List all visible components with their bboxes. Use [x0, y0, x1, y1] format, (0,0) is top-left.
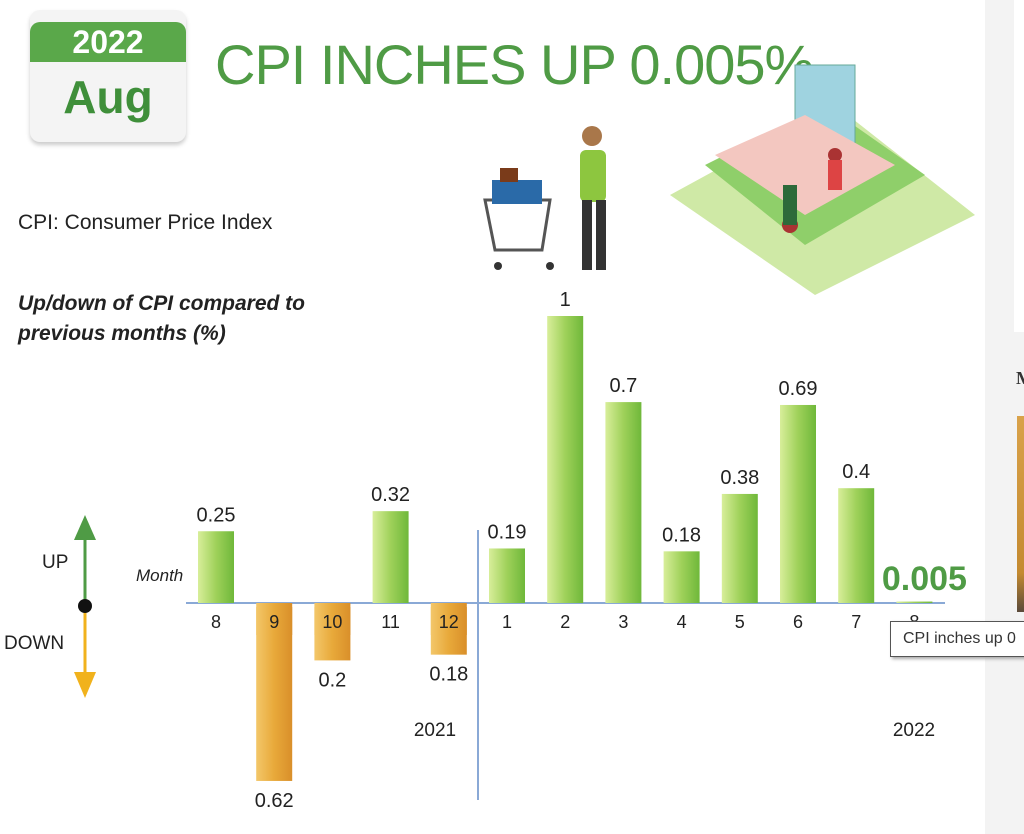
- tick-label: 9: [269, 612, 279, 632]
- year-label-2022: 2022: [893, 720, 935, 741]
- market-illustration: [670, 64, 975, 295]
- up-arrowhead-icon: [74, 515, 96, 540]
- tick-label: 12: [439, 612, 459, 632]
- sidebar-heading: M: [1016, 368, 1024, 389]
- tick-label: 1: [502, 612, 512, 632]
- chart-description: Up/down of CPI compared to previous mont…: [18, 292, 305, 345]
- month-axis-label: Month: [136, 566, 183, 585]
- data-label: 0.4: [842, 461, 870, 483]
- bar-10: [780, 404, 816, 603]
- shopper-illustration: [483, 126, 606, 270]
- data-label: 0.19: [488, 521, 527, 543]
- calendar-month: Aug: [63, 71, 153, 123]
- data-label: 0.38: [720, 467, 759, 489]
- data-label: 1: [560, 289, 571, 311]
- data-label: 0.7: [609, 375, 637, 397]
- subtitle: CPI: Consumer Price Index: [18, 211, 273, 234]
- year-label-2021: 2021: [414, 720, 456, 741]
- data-label: 0.69: [779, 378, 818, 400]
- bar-11: [838, 488, 875, 603]
- data-label-highlight: 0.005: [882, 560, 967, 598]
- tooltip: CPI inches up 0: [890, 621, 1024, 657]
- zero-dot: [78, 599, 92, 613]
- data-label: 0.25: [197, 504, 236, 526]
- bar-5: [489, 548, 525, 603]
- data-label: 0.18: [662, 524, 701, 546]
- tick-label: 7: [851, 612, 861, 632]
- data-label: 0.62: [255, 790, 294, 812]
- tick-highlight-1: [256, 607, 293, 635]
- sidebar-thumbnail[interactable]: [1017, 416, 1024, 612]
- page-title: CPI INCHES UP 0.005%: [215, 33, 814, 96]
- bar-9: [721, 493, 758, 603]
- data-label: 0.18: [429, 664, 468, 686]
- tick-label: 5: [735, 612, 745, 632]
- bar-12: [896, 601, 933, 603]
- tick-label: 6: [793, 612, 803, 632]
- tick-label: 2: [560, 612, 570, 632]
- bar-6: [547, 316, 584, 603]
- tick-label: 11: [381, 612, 400, 632]
- tick-highlight-2: [314, 607, 351, 635]
- calendar-year: 2022: [72, 24, 144, 60]
- tick-label: 10: [322, 612, 342, 632]
- tick-label: 8: [211, 612, 221, 632]
- data-label: 0.32: [371, 484, 410, 506]
- bar-8: [663, 551, 700, 603]
- calendar-icon: 2022 Aug: [30, 10, 186, 142]
- down-arrowhead-icon: [74, 672, 96, 698]
- sidebar-panel: [1014, 0, 1024, 332]
- bar-3: [372, 511, 409, 603]
- bar-7: [605, 402, 642, 603]
- tick-highlight-4: [430, 607, 467, 635]
- cpi-bar-chart: 8 0.25 9 0.62 10 0.2 11 0.32 12 0.18 1 0.19 2 1 3 0.7 4 0…: [4, 289, 967, 812]
- up-label: UP: [42, 552, 68, 573]
- tick-label: 4: [677, 612, 687, 632]
- down-label: DOWN: [4, 633, 64, 654]
- tick-label: 3: [618, 612, 628, 632]
- bar-0: [198, 531, 234, 603]
- data-label: 0.2: [318, 669, 346, 691]
